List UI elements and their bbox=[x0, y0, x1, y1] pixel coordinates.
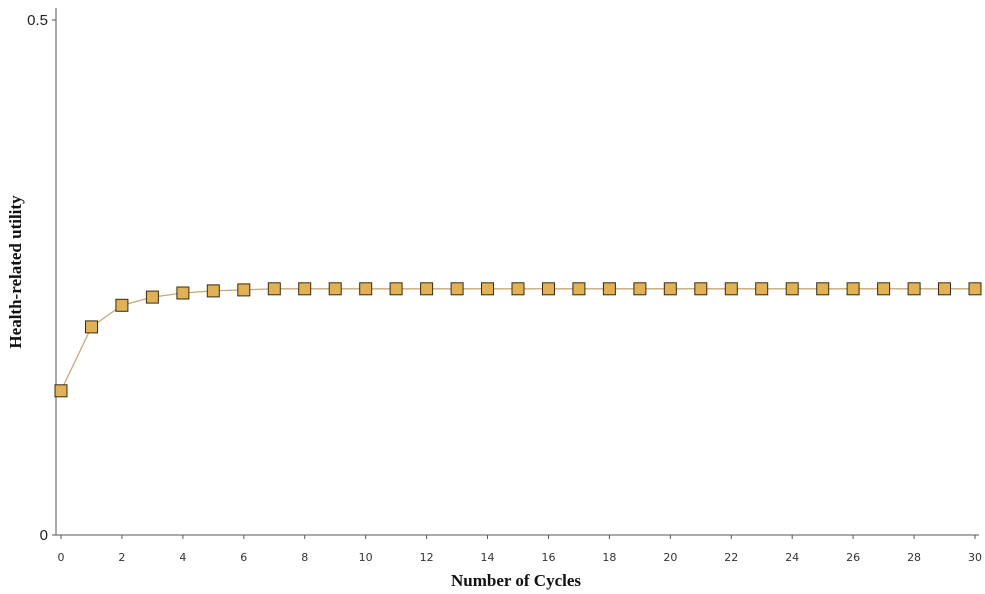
y-axis-title: Health-related utility bbox=[6, 195, 25, 349]
x-tick-label: 4 bbox=[179, 551, 186, 564]
x-tick-label: 24 bbox=[785, 551, 799, 564]
data-point bbox=[785, 282, 799, 296]
x-tick-label: 14 bbox=[481, 551, 495, 564]
data-point bbox=[206, 284, 220, 298]
data-point bbox=[511, 282, 525, 296]
data-point bbox=[481, 282, 494, 296]
data-point bbox=[267, 282, 281, 296]
x-tick-label: 8 bbox=[301, 551, 308, 564]
data-point bbox=[602, 282, 616, 296]
data-point bbox=[298, 282, 312, 296]
data-point bbox=[633, 282, 647, 296]
data-point bbox=[907, 282, 921, 296]
x-tick-label: 12 bbox=[420, 551, 434, 564]
series-layer bbox=[54, 282, 982, 398]
x-tick-label: 28 bbox=[907, 551, 921, 564]
data-point bbox=[938, 282, 951, 296]
x-tick-label: 20 bbox=[663, 551, 677, 564]
data-point bbox=[115, 298, 129, 312]
data-point bbox=[816, 282, 830, 296]
data-point bbox=[877, 282, 891, 296]
x-tick-label: 16 bbox=[541, 551, 555, 564]
data-point bbox=[724, 282, 738, 296]
x-axis-title: Number of Cycles bbox=[451, 571, 581, 590]
data-point bbox=[145, 290, 159, 304]
data-point bbox=[542, 282, 555, 296]
data-point bbox=[420, 282, 434, 296]
data-point bbox=[755, 282, 769, 296]
data-point bbox=[54, 384, 68, 398]
axes: 00.50 2 4 6 8 10 12 14 16 18 20 22 24 26 28 30 bbox=[27, 8, 982, 564]
data-point bbox=[328, 282, 342, 296]
data-point bbox=[237, 283, 251, 297]
x-tick-label: 18 bbox=[602, 551, 616, 564]
x-tick-label: 2 bbox=[118, 551, 125, 564]
data-point bbox=[663, 282, 677, 296]
data-point bbox=[389, 282, 403, 296]
x-tick-label: 10 bbox=[359, 551, 373, 564]
x-tick-label: 26 bbox=[846, 551, 860, 564]
x-tick-label: 0 bbox=[58, 551, 65, 564]
data-point bbox=[450, 282, 464, 296]
data-point bbox=[694, 282, 708, 296]
data-point bbox=[85, 320, 98, 334]
y-tick-label: 0.5 bbox=[27, 12, 48, 29]
data-point bbox=[176, 286, 190, 300]
data-point bbox=[846, 282, 860, 296]
x-tick-label: 30 bbox=[968, 551, 982, 564]
data-point bbox=[572, 282, 586, 296]
data-point bbox=[359, 282, 373, 296]
x-tick-label: 22 bbox=[724, 551, 738, 564]
y-tick-label: 0 bbox=[40, 527, 48, 544]
x-tick-label: 6 bbox=[240, 551, 247, 564]
data-point bbox=[968, 282, 982, 296]
series-line bbox=[60, 288, 975, 392]
